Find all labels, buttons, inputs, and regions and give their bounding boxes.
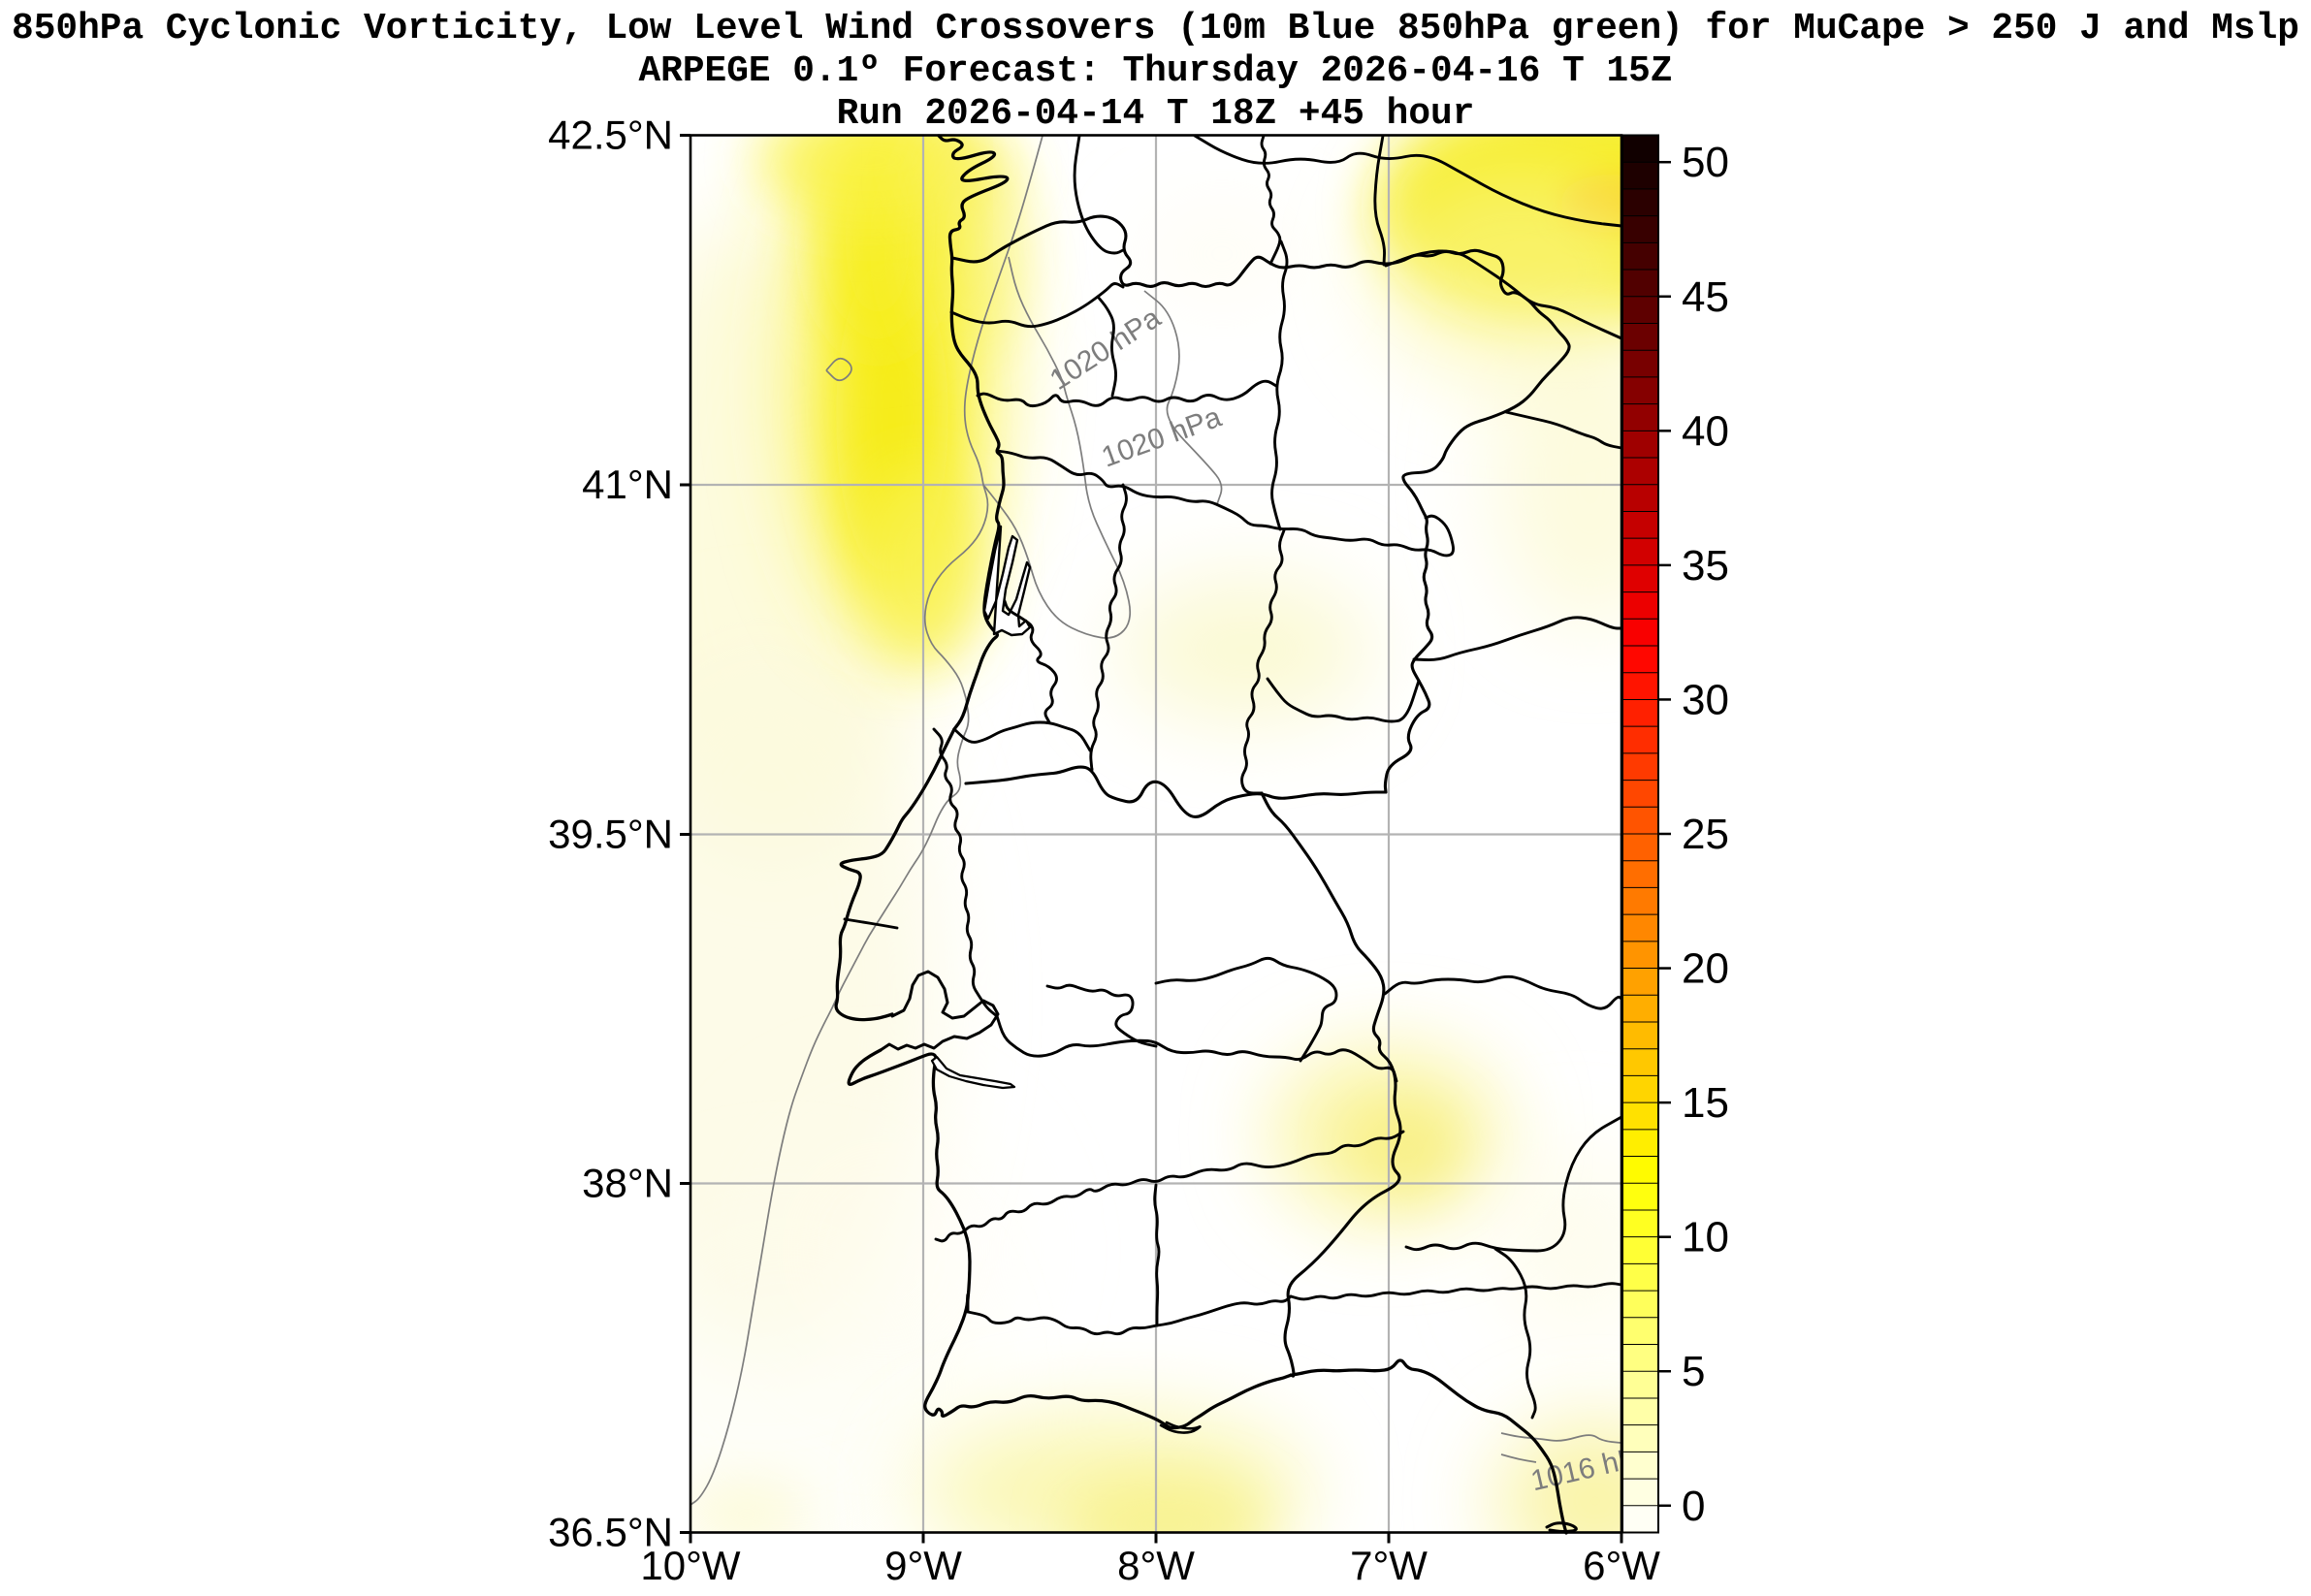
- svg-text:1020 hPa: 1020 hPa: [1044, 302, 1167, 397]
- svg-text:39.5°N: 39.5°N: [548, 812, 673, 857]
- svg-text:35: 35: [1682, 542, 1729, 590]
- svg-text:7°W: 7°W: [1350, 1543, 1428, 1588]
- svg-text:15: 15: [1682, 1079, 1729, 1127]
- svg-text:10: 10: [1682, 1214, 1729, 1261]
- svg-text:40: 40: [1682, 407, 1729, 455]
- svg-text:9°W: 9°W: [884, 1543, 962, 1588]
- svg-text:45: 45: [1682, 273, 1729, 321]
- svg-text:41°N: 41°N: [582, 462, 673, 507]
- svg-text:25: 25: [1682, 811, 1729, 858]
- svg-text:38°N: 38°N: [582, 1161, 673, 1206]
- svg-text:10°W: 10°W: [640, 1543, 741, 1588]
- svg-text:36.5°N: 36.5°N: [548, 1510, 673, 1555]
- svg-text:6°W: 6°W: [1583, 1543, 1660, 1588]
- svg-text:8°W: 8°W: [1117, 1543, 1195, 1588]
- svg-text:50: 50: [1682, 139, 1729, 186]
- svg-text:42.5°N: 42.5°N: [548, 112, 673, 158]
- svg-text:1020 hPa: 1020 hPa: [1098, 400, 1226, 473]
- svg-text:5: 5: [1682, 1348, 1705, 1395]
- svg-text:0: 0: [1682, 1483, 1705, 1530]
- svg-text:20: 20: [1682, 945, 1729, 993]
- svg-text:30: 30: [1682, 676, 1729, 723]
